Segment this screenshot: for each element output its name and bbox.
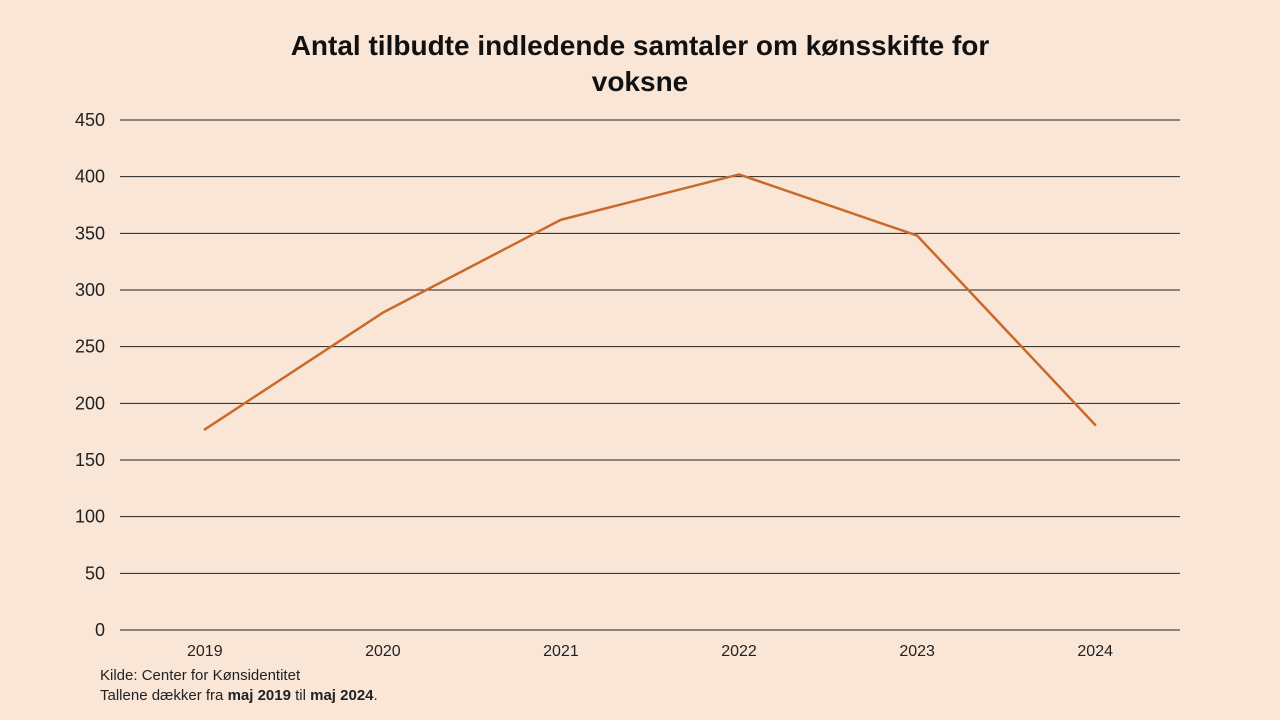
y-tick-label: 350 [75, 223, 105, 243]
y-tick-label: 450 [75, 110, 105, 130]
y-tick-label: 250 [75, 337, 105, 357]
x-tick-label: 2019 [187, 643, 223, 660]
y-tick-label: 150 [75, 450, 105, 470]
y-tick-label: 200 [75, 393, 105, 413]
y-tick-label: 300 [75, 280, 105, 300]
line-chart: Antal tilbudte indledende samtaler om kø… [0, 0, 1280, 720]
x-tick-label: 2020 [365, 643, 401, 660]
source-line: Kilde: Center for Kønsidentitet [100, 667, 301, 684]
chart-title-line2: voksne [592, 66, 689, 97]
coverage-line: Tallene dækker fra maj 2019 til maj 2024… [100, 687, 378, 704]
x-tick-label: 2023 [899, 643, 935, 660]
x-tick-label: 2021 [543, 643, 579, 660]
y-tick-label: 50 [85, 563, 105, 583]
y-tick-label: 400 [75, 167, 105, 187]
x-tick-label: 2024 [1077, 643, 1113, 660]
chart-title-line1: Antal tilbudte indledende samtaler om kø… [291, 30, 990, 61]
y-tick-label: 0 [95, 620, 105, 640]
x-tick-label: 2022 [721, 643, 757, 660]
y-tick-label: 100 [75, 507, 105, 527]
chart-container: Antal tilbudte indledende samtaler om kø… [0, 0, 1280, 720]
